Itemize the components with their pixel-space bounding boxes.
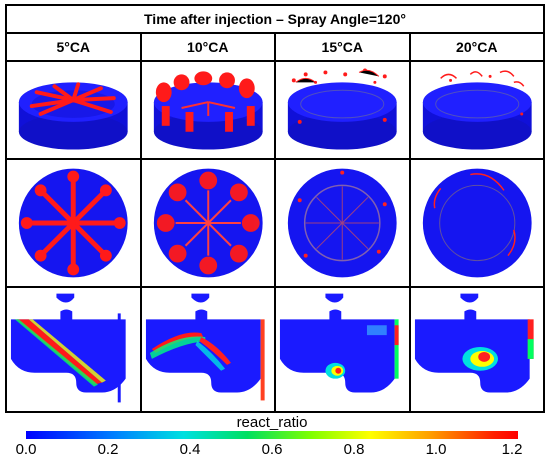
top-view-15ca — [276, 160, 411, 286]
top-view-5ca — [7, 160, 142, 286]
column-header-row: 5°CA 10°CA 15°CA 20°CA — [7, 34, 543, 62]
isometric-view-15ca — [276, 62, 411, 158]
cross-section-20ca — [411, 288, 544, 411]
cross-section-5ca — [7, 288, 142, 411]
cross-section-15ca — [276, 288, 411, 411]
isometric-view-row — [7, 62, 543, 160]
column-header-5ca: 5°CA — [7, 34, 142, 60]
cross-section-row — [7, 288, 543, 411]
colorbar-tick: 1.0 — [425, 441, 447, 458]
colorbar-tick: 0.8 — [343, 441, 365, 458]
isometric-view-20ca — [411, 62, 544, 158]
top-view-10ca — [142, 160, 276, 286]
top-view-20ca — [411, 160, 544, 286]
result-grid: Time after injection – Spray Angle=120° … — [5, 4, 545, 413]
isometric-view-10ca — [142, 62, 276, 158]
colorbar-tick: 0.2 — [97, 441, 119, 458]
column-header-15ca: 15°CA — [276, 34, 411, 60]
column-header-20ca: 20°CA — [456, 39, 498, 55]
colorbar-tick: 0.4 — [179, 441, 201, 458]
top-view-row — [7, 160, 543, 288]
colorbar-tick: 0.0 — [15, 441, 37, 458]
colorbar-title: react_ratio — [236, 414, 308, 431]
colorbar-tick: 1.2 — [501, 441, 523, 458]
colorbar-gradient — [26, 431, 518, 439]
column-header-10ca: 10°CA — [142, 34, 276, 60]
colorbar: react_ratio 0.0 0.2 0.4 0.6 0.8 1.0 1.2 — [12, 414, 532, 464]
figure-title: Time after injection – Spray Angle=120° — [7, 6, 543, 34]
colorbar-tick: 0.6 — [261, 441, 283, 458]
isometric-view-5ca — [7, 62, 142, 158]
cross-section-10ca — [142, 288, 276, 411]
